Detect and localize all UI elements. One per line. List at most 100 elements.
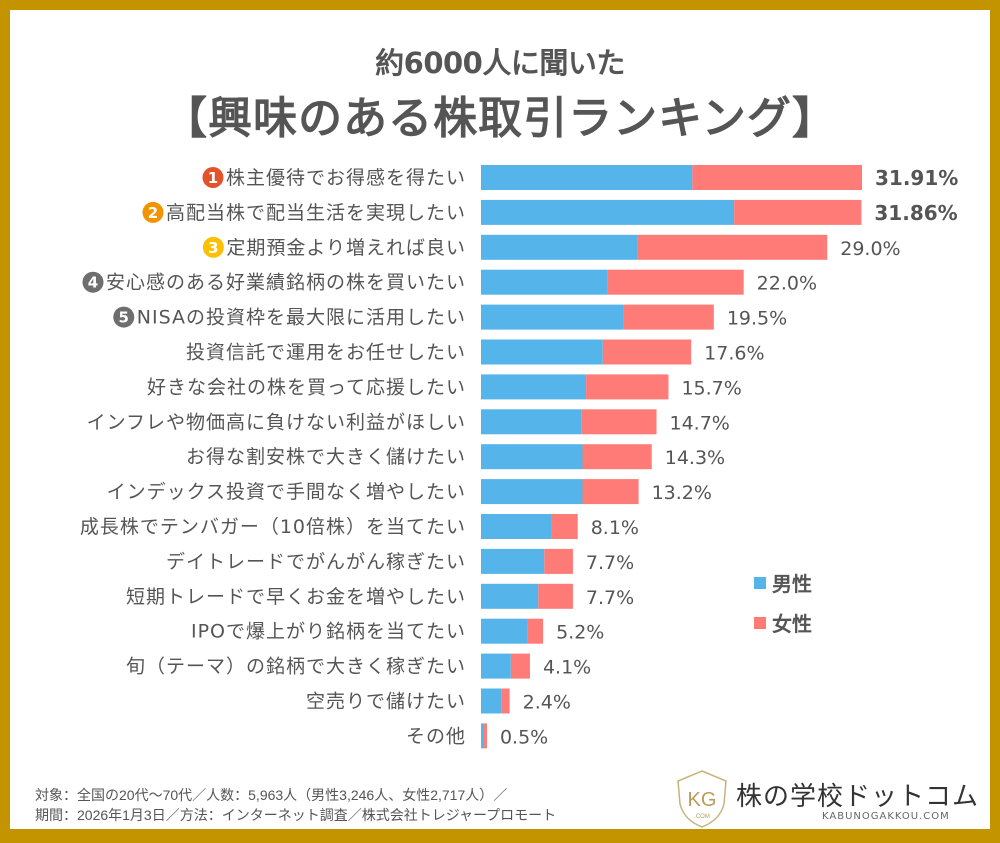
value-label: 7.7%	[586, 587, 634, 609]
legend-male-label: 男性	[772, 572, 812, 596]
survey-footnote: 対象：全国の20代〜70代／人数：5,963人（男性3,246人、女性2,717…	[35, 785, 556, 825]
bar-segment-male	[481, 618, 528, 644]
bar-segment-female	[602, 339, 692, 365]
bar-segment-male	[481, 269, 608, 295]
bar-segment-female	[501, 688, 510, 714]
logo-name: 株の学校ドットコム	[736, 782, 980, 812]
value-label: 0.5%	[500, 726, 548, 748]
bar-segment-male	[481, 234, 638, 260]
bar-row: その他 0.5%	[406, 723, 548, 749]
bar-segment-male	[481, 653, 511, 679]
bar-segment-male	[481, 165, 693, 190]
category-label: お得な割安株で大きく儲けたい	[186, 446, 466, 468]
category-label: 好きな会社の株を買って応援したい	[147, 376, 466, 398]
bar-segment-female	[581, 409, 657, 435]
value-label: 31.86%	[874, 201, 957, 225]
bar-segment-female	[483, 723, 487, 749]
logo-mark: KG	[688, 789, 717, 811]
legend: 男性 女性	[754, 572, 812, 636]
bar-row: 定期預金より増えれば良い 3 29.0%	[202, 234, 901, 260]
bar-segment-female	[582, 479, 639, 505]
brand-logo: KG .COM 株の学校ドットコム KABUNOGAKKOU.COM	[674, 768, 984, 830]
rank-badge-icon	[202, 236, 224, 258]
rank-number: 5	[119, 309, 129, 327]
bar-row: 好きな会社の株を買って応援したい 15.7%	[147, 374, 742, 400]
bar-segment-male	[481, 479, 583, 505]
category-label: 短期トレードで早くお金を増やしたい	[126, 586, 466, 608]
chart-subtitle: 約6000人に聞いた	[375, 46, 625, 80]
value-label: 29.0%	[840, 238, 900, 260]
bar-row: お得な割安株で大きく儲けたい 14.3%	[186, 444, 725, 470]
category-label: IPOで爆上がり銘柄を当てたい	[191, 621, 466, 643]
footnote-line-1: 対象：全国の20代〜70代／人数：5,963人（男性3,246人、女性2,717…	[35, 787, 508, 803]
bar-row: IPOで爆上がり銘柄を当てたい 5.2%	[191, 618, 604, 644]
bar-segment-female	[637, 234, 828, 260]
bar-row: 空売りで儲けたい 2.4%	[306, 688, 571, 714]
bar-segment-female	[692, 165, 862, 190]
bar-segment-female	[538, 583, 573, 609]
bar-row: NISAの投資枠を最大限に活用したい 5 19.5%	[113, 304, 787, 330]
value-label: 14.3%	[665, 447, 725, 469]
shield-logo-icon: KG .COM	[677, 770, 727, 828]
rank-number: 4	[88, 274, 98, 292]
category-label: NISAの投資枠を最大限に活用したい	[137, 307, 466, 329]
category-label: 定期預金より増えれば良い	[226, 237, 466, 259]
rank-number: 1	[208, 169, 218, 187]
bar-segment-male	[481, 514, 552, 539]
bar-segment-male	[481, 409, 582, 435]
bar-segment-female	[623, 304, 714, 330]
category-label: その他	[406, 725, 466, 747]
bar-row: インデックス投資で手間なく増やしたい 13.2%	[107, 479, 712, 505]
category-label: デイトレードでがんがん稼ぎたい	[166, 551, 466, 573]
bar-row: 成長株でテンバガー（10倍株）を当てたい 8.1%	[80, 514, 639, 539]
value-label: 8.1%	[591, 517, 639, 539]
rank-badge-icon	[142, 201, 164, 223]
bar-segment-male	[481, 583, 539, 609]
category-label: 空売りで儲けたい	[306, 691, 466, 713]
value-label: 31.91%	[875, 166, 958, 190]
category-label: 投資信託で運用をお任せしたい	[186, 342, 466, 364]
bar-segment-female	[586, 374, 669, 400]
rank-number: 3	[208, 239, 218, 257]
bar-row: デイトレードでがんがん稼ぎたい 7.7%	[166, 548, 634, 574]
value-label: 4.1%	[543, 657, 591, 679]
chart-title: 【興味のある株取引ランキング】	[163, 93, 837, 144]
bar-segment-female	[582, 444, 652, 470]
category-label: 安心感のある好業績銘柄の株を買いたい	[106, 272, 466, 294]
bar-segment-female	[510, 653, 530, 679]
rank-badge-icon	[82, 271, 104, 293]
bar-row: 高配当株で配当生活を実現したい 2 31.86%	[142, 199, 958, 225]
logo-url: KABUNOGAKKOU.COM	[822, 811, 950, 822]
legend-male-swatch	[754, 577, 766, 589]
bar-segment-male	[481, 548, 545, 574]
bar-segment-female	[544, 548, 573, 574]
value-label: 19.5%	[727, 308, 787, 330]
bar-row: 株主優待でお得感を得たい 1 31.91%	[202, 165, 958, 190]
value-label: 14.7%	[670, 412, 730, 434]
bar-segment-male	[481, 304, 624, 330]
bar-segment-male	[481, 339, 603, 365]
bar-segment-male	[481, 444, 583, 470]
category-label: 高配当株で配当生活を実現したい	[166, 202, 466, 224]
bar-segment-male	[481, 723, 484, 749]
category-label: インフレや物価高に負けない利益がほしい	[87, 411, 466, 433]
bar-row: 投資信託で運用をお任せしたい 17.6%	[186, 339, 765, 365]
rank-badge-icon	[113, 306, 135, 328]
bar-segment-female	[607, 269, 744, 295]
value-label: 15.7%	[681, 377, 741, 399]
footnote-line-2: 期間：2026年1月3日／方法：インターネット調査／株式会社トレジャープロモート	[35, 807, 557, 823]
bar-segment-male	[481, 199, 735, 225]
category-label: 株主優待でお得感を得たい	[226, 167, 466, 189]
bar-segment-male	[481, 688, 502, 714]
value-label: 22.0%	[757, 273, 817, 295]
rank-number: 2	[148, 204, 158, 222]
legend-female-label: 女性	[772, 612, 812, 636]
category-label: 旬（テーマ）の銘柄で大きく稼ぎたい	[126, 656, 466, 678]
category-label: 成長株でテンバガー（10倍株）を当てたい	[80, 516, 466, 538]
bar-segment-female	[527, 618, 544, 644]
bar-row: インフレや物価高に負けない利益がほしい 14.7%	[87, 409, 730, 435]
bar-segment-female	[734, 199, 862, 225]
value-label: 7.7%	[586, 552, 634, 574]
value-label: 17.6%	[704, 343, 764, 365]
